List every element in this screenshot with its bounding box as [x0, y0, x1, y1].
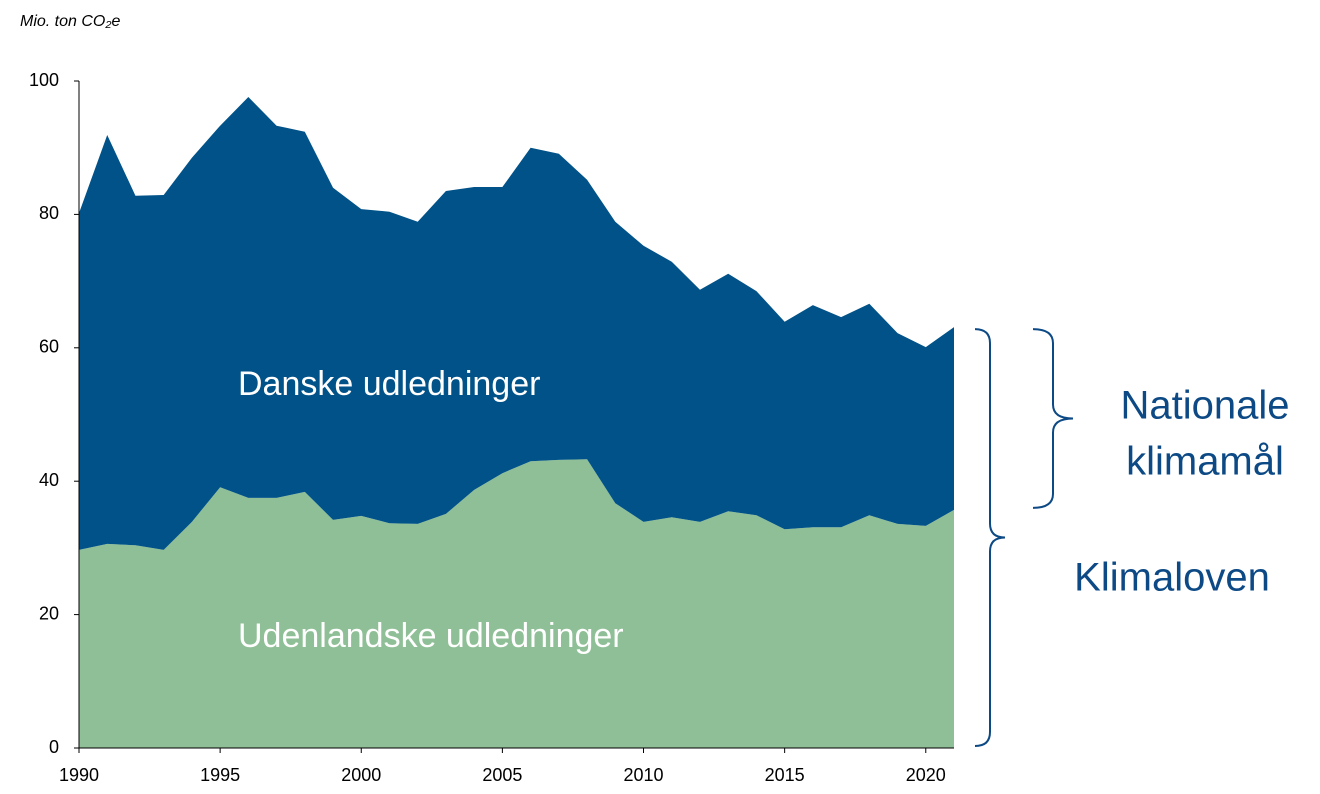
y-tick-label: 80: [39, 203, 59, 223]
x-tick-label: 1995: [200, 765, 240, 785]
area: [79, 97, 954, 550]
y-tick-label: 60: [39, 337, 59, 357]
brace: [1032, 328, 1074, 509]
x-tick-label: 1990: [59, 765, 99, 785]
y-tick-label: 100: [29, 70, 59, 90]
y-tick-label: 40: [39, 470, 59, 490]
annotation: Klimaloven: [1074, 556, 1270, 600]
x-tick-label: 2010: [623, 765, 663, 785]
series-label: Udenlandske udledninger: [238, 617, 624, 655]
y-tick-label: 20: [39, 603, 59, 623]
x-tick-label: 2020: [906, 765, 946, 785]
x-tick-label: 2005: [482, 765, 522, 785]
annotation: klimamål: [1126, 440, 1284, 484]
y-axis-label: Mio. ton CO₂e: [20, 13, 120, 30]
series-label: Danske udledninger: [238, 365, 540, 403]
x-tick-label: 2015: [765, 765, 805, 785]
x-tick-label: 2000: [341, 765, 381, 785]
brace: [974, 328, 1006, 747]
area: [79, 459, 954, 748]
annotation: Nationale: [1120, 384, 1289, 428]
y-tick-label: 0: [49, 737, 59, 757]
